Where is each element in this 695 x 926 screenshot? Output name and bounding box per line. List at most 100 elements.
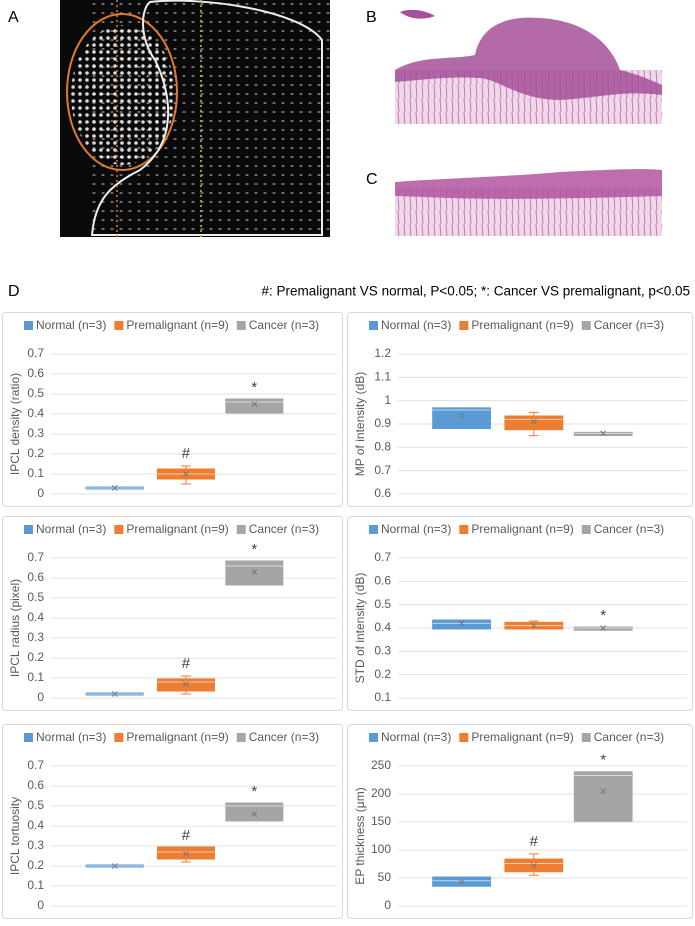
legend-label: Premalignant (n=9) (471, 522, 573, 536)
y-tick-label: 0.1 (27, 670, 44, 684)
box (225, 802, 284, 822)
legend-label: Cancer (n=3) (249, 318, 319, 332)
y-tick-label: 0.7 (27, 550, 44, 564)
chart: Normal (n=3) Premalignant (n=9) Cancer (n=… (2, 312, 343, 507)
mean-marker (183, 471, 189, 477)
legend-swatch (236, 525, 246, 534)
legend-swatch (369, 525, 378, 534)
chart-frame (2, 724, 343, 919)
significance-mark: # (182, 827, 191, 844)
box (225, 398, 284, 414)
legend-swatch (459, 321, 469, 330)
legend-swatch (581, 733, 591, 742)
y-tick-label: 0.6 (374, 486, 391, 500)
legend-label: Cancer (n=3) (249, 522, 319, 536)
mean-marker (111, 863, 118, 869)
y-tick-label: 0.7 (374, 463, 391, 477)
box (573, 771, 633, 822)
chart-frame (347, 312, 693, 507)
legend-swatch (114, 321, 124, 330)
mean-marker (111, 485, 118, 491)
y-tick-label: 0.1 (27, 466, 44, 480)
mean-marker (183, 851, 189, 857)
y-tick-label: 0.2 (374, 667, 391, 681)
legend-swatch (114, 525, 124, 534)
significance-mark: # (182, 445, 191, 462)
y-tick-label: 100 (371, 842, 391, 856)
mean-marker (600, 430, 607, 437)
y-tick-label: 0.3 (27, 630, 44, 644)
chart: Normal (n=3) Premalignant (n=9) Cancer (n=… (347, 724, 693, 919)
box (225, 560, 284, 586)
image-a (60, 0, 330, 237)
box (156, 678, 215, 692)
legend-label: Cancer (n=3) (594, 318, 664, 332)
y-tick-label: 0.3 (27, 838, 44, 852)
legend-label: Normal (n=3) (36, 318, 106, 332)
legend-label: Normal (n=3) (381, 730, 451, 744)
significance-mark: # (182, 655, 191, 672)
y-tick-label: 1 (384, 393, 391, 407)
legend-swatch (236, 321, 246, 330)
y-tick-label: 0.7 (374, 550, 391, 564)
image-c (395, 169, 662, 236)
legend-swatch (459, 525, 469, 534)
y-tick-label: 0.6 (27, 778, 44, 792)
y-tick-label: 0.1 (374, 690, 391, 704)
legend-label: Normal (n=3) (36, 730, 106, 744)
y-tick-label: 1.1 (374, 370, 391, 384)
y-axis-title: IPCL tortuosity (8, 797, 22, 875)
panel-label: A (8, 9, 19, 26)
y-tick-label: 0.3 (374, 644, 391, 658)
y-tick-label: 0 (37, 486, 44, 500)
y-tick-label: 0.4 (374, 620, 391, 634)
y-tick-label: 0 (37, 898, 44, 912)
image-b (395, 9, 662, 124)
box (156, 846, 215, 860)
chart: Normal (n=3) Premalignant (n=9) Cancer (n=… (347, 516, 693, 711)
mean-marker (111, 691, 118, 697)
y-axis-title: STD of intensity (dB) (353, 573, 367, 684)
legend-swatch (24, 321, 33, 330)
mean-marker (458, 879, 465, 885)
mean-marker (183, 681, 189, 687)
y-tick-label: 0.3 (27, 426, 44, 440)
legend-label: Normal (n=3) (36, 522, 106, 536)
legend-swatch (459, 733, 469, 742)
mean-marker (530, 862, 537, 869)
y-tick-label: 0.7 (27, 346, 44, 360)
significance-mark: * (600, 752, 606, 769)
y-axis-title: IPCL radius (pixel) (8, 579, 22, 677)
y-axis-title: EP thickness (μm) (353, 787, 367, 884)
mean-marker (458, 412, 465, 419)
y-tick-label: 0.4 (27, 406, 44, 420)
chart: Normal (n=3) Premalignant (n=9) Cancer (n=… (347, 312, 693, 507)
legend-label: Premalignant (n=9) (471, 318, 573, 332)
legend-label: Normal (n=3) (381, 522, 451, 536)
box (504, 415, 564, 431)
mean-marker (530, 418, 537, 425)
y-tick-label: 200 (371, 786, 391, 800)
significance-note: #: Premalignant VS normal, P<0.05; *: Ca… (262, 284, 691, 299)
y-axis-title: MP of intensity (dB) (353, 372, 367, 476)
y-tick-label: 0.2 (27, 650, 44, 664)
legend-label: Cancer (n=3) (249, 730, 319, 744)
legend-swatch (581, 321, 591, 330)
chart-frame (347, 516, 693, 711)
y-tick-label: 0.6 (374, 574, 391, 588)
y-tick-label: 1.2 (374, 346, 391, 360)
legend-label: Premalignant (n=9) (471, 730, 573, 744)
y-tick-label: 250 (371, 758, 391, 772)
panel-label: C (366, 171, 378, 188)
legend-label: Premalignant (n=9) (126, 522, 228, 536)
y-tick-label: 0.6 (27, 366, 44, 380)
y-tick-label: 0.1 (27, 878, 44, 892)
mean-marker (458, 620, 465, 627)
mean-marker (251, 811, 258, 817)
legend-label: Premalignant (n=9) (126, 730, 228, 744)
y-tick-label: 0.5 (27, 798, 44, 812)
mean-marker (530, 622, 537, 629)
y-tick-label: 0 (384, 898, 391, 912)
y-tick-label: 0.2 (27, 858, 44, 872)
